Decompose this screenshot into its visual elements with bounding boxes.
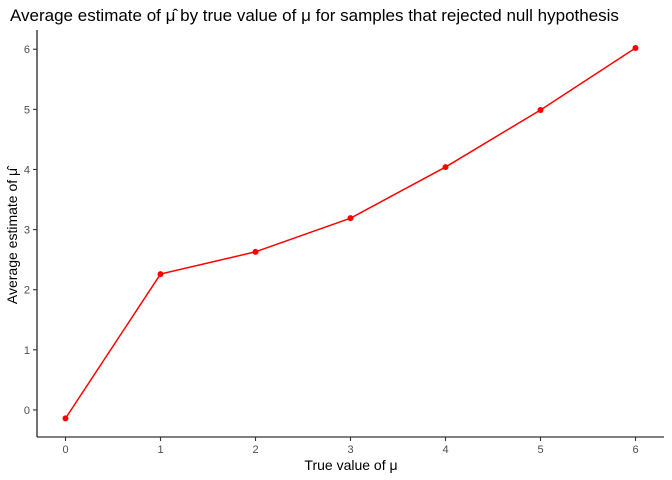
data-point-3 [347,215,354,222]
x-tick-label-6: 6 [632,444,638,456]
y-tick-label-5: 5 [24,104,30,116]
y-tick-label-4: 4 [24,164,30,176]
x-tick-label-1: 1 [157,444,163,456]
data-point-5 [537,106,544,113]
chart-title: Average estimate of μ̂ by true value of … [10,6,619,25]
y-tick-label-1: 1 [24,345,30,357]
x-tick-label-3: 3 [347,444,353,456]
data-point-0 [62,415,69,422]
x-tick-label-4: 4 [442,444,448,456]
y-axis-title: Average estimate of μ̂ [4,165,20,304]
x-tick-label-0: 0 [62,444,68,456]
data-point-6 [632,45,639,52]
plot-area [62,45,639,422]
x-tick-label-2: 2 [252,444,258,456]
x-tick-label-5: 5 [537,444,543,456]
y-tick-label-6: 6 [24,44,30,56]
y-tick-label-2: 2 [24,285,30,297]
series-line-0 [64,47,636,419]
x-axis-title: True value of μ [304,457,397,473]
data-point-1 [157,271,164,278]
data-point-4 [442,164,449,171]
y-tick-label-3: 3 [24,225,30,237]
axis-ticks: 0 1 2 3 4 5 6 0 1 2 3 4 5 6 [24,44,639,456]
data-point-2 [252,248,259,255]
y-tick-label-0: 0 [24,405,30,417]
